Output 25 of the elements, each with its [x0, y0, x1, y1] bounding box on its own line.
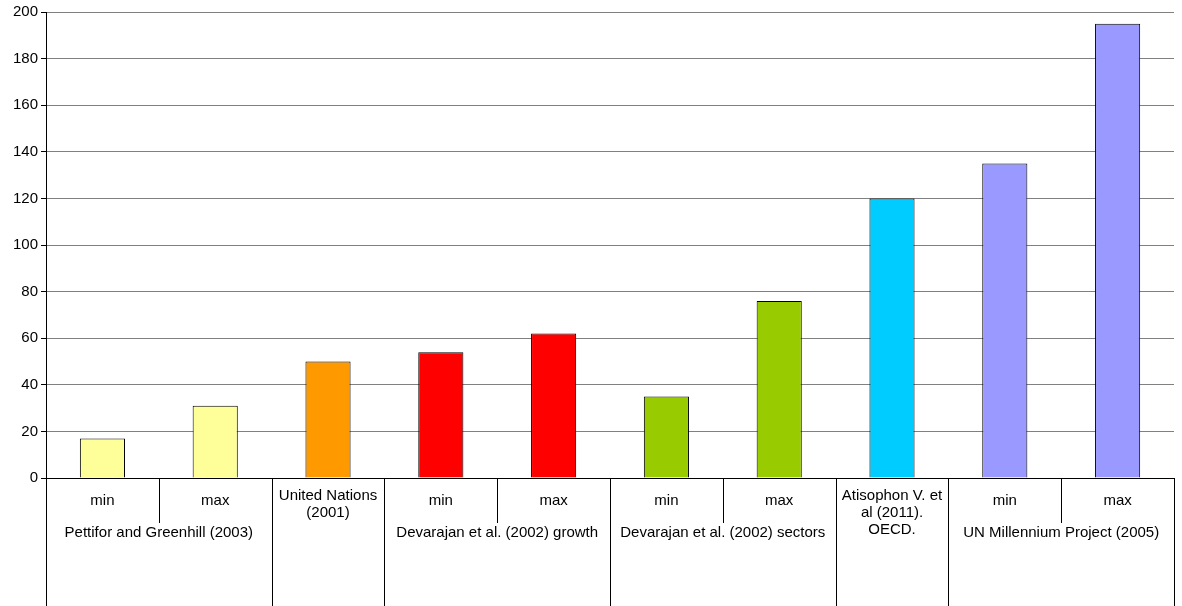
x-tick-label: max: [539, 491, 569, 509]
y-tick-label: 100: [13, 235, 39, 253]
x-tick-label: max: [1103, 491, 1133, 509]
x-tick-label: min: [654, 491, 679, 509]
y-tick-label: 40: [21, 374, 39, 392]
y-tick-label: 60: [21, 328, 39, 346]
y-tick-label: 80: [21, 281, 39, 299]
text: United Nations (2001): [278, 485, 378, 520]
text: Atisophon V. et al (2011). OECD.: [841, 485, 944, 537]
y-tick-label: 140: [13, 141, 39, 159]
text: Pettifor and Greenhill (2003): [64, 522, 254, 540]
text: UN Millennium Project (2005): [963, 522, 1160, 540]
text: Devarajan et al. (2002) sectors: [620, 522, 826, 540]
text: Devarajan et al. (2002) growth: [396, 522, 599, 540]
x-tick-label: min: [90, 491, 115, 509]
x-tick-label: max: [201, 491, 230, 509]
x-tick-label: max: [765, 491, 794, 509]
y-tick-label: 160: [13, 95, 39, 113]
y-tick-label: 180: [13, 48, 39, 66]
y-tick-label: 120: [13, 188, 39, 206]
x-tick-label: min: [428, 491, 453, 509]
y-tick-label: 20: [21, 421, 39, 439]
x-tick-label: min: [992, 491, 1017, 509]
y-tick-label: 0: [29, 468, 39, 486]
y-tick-label: 200: [13, 2, 39, 20]
